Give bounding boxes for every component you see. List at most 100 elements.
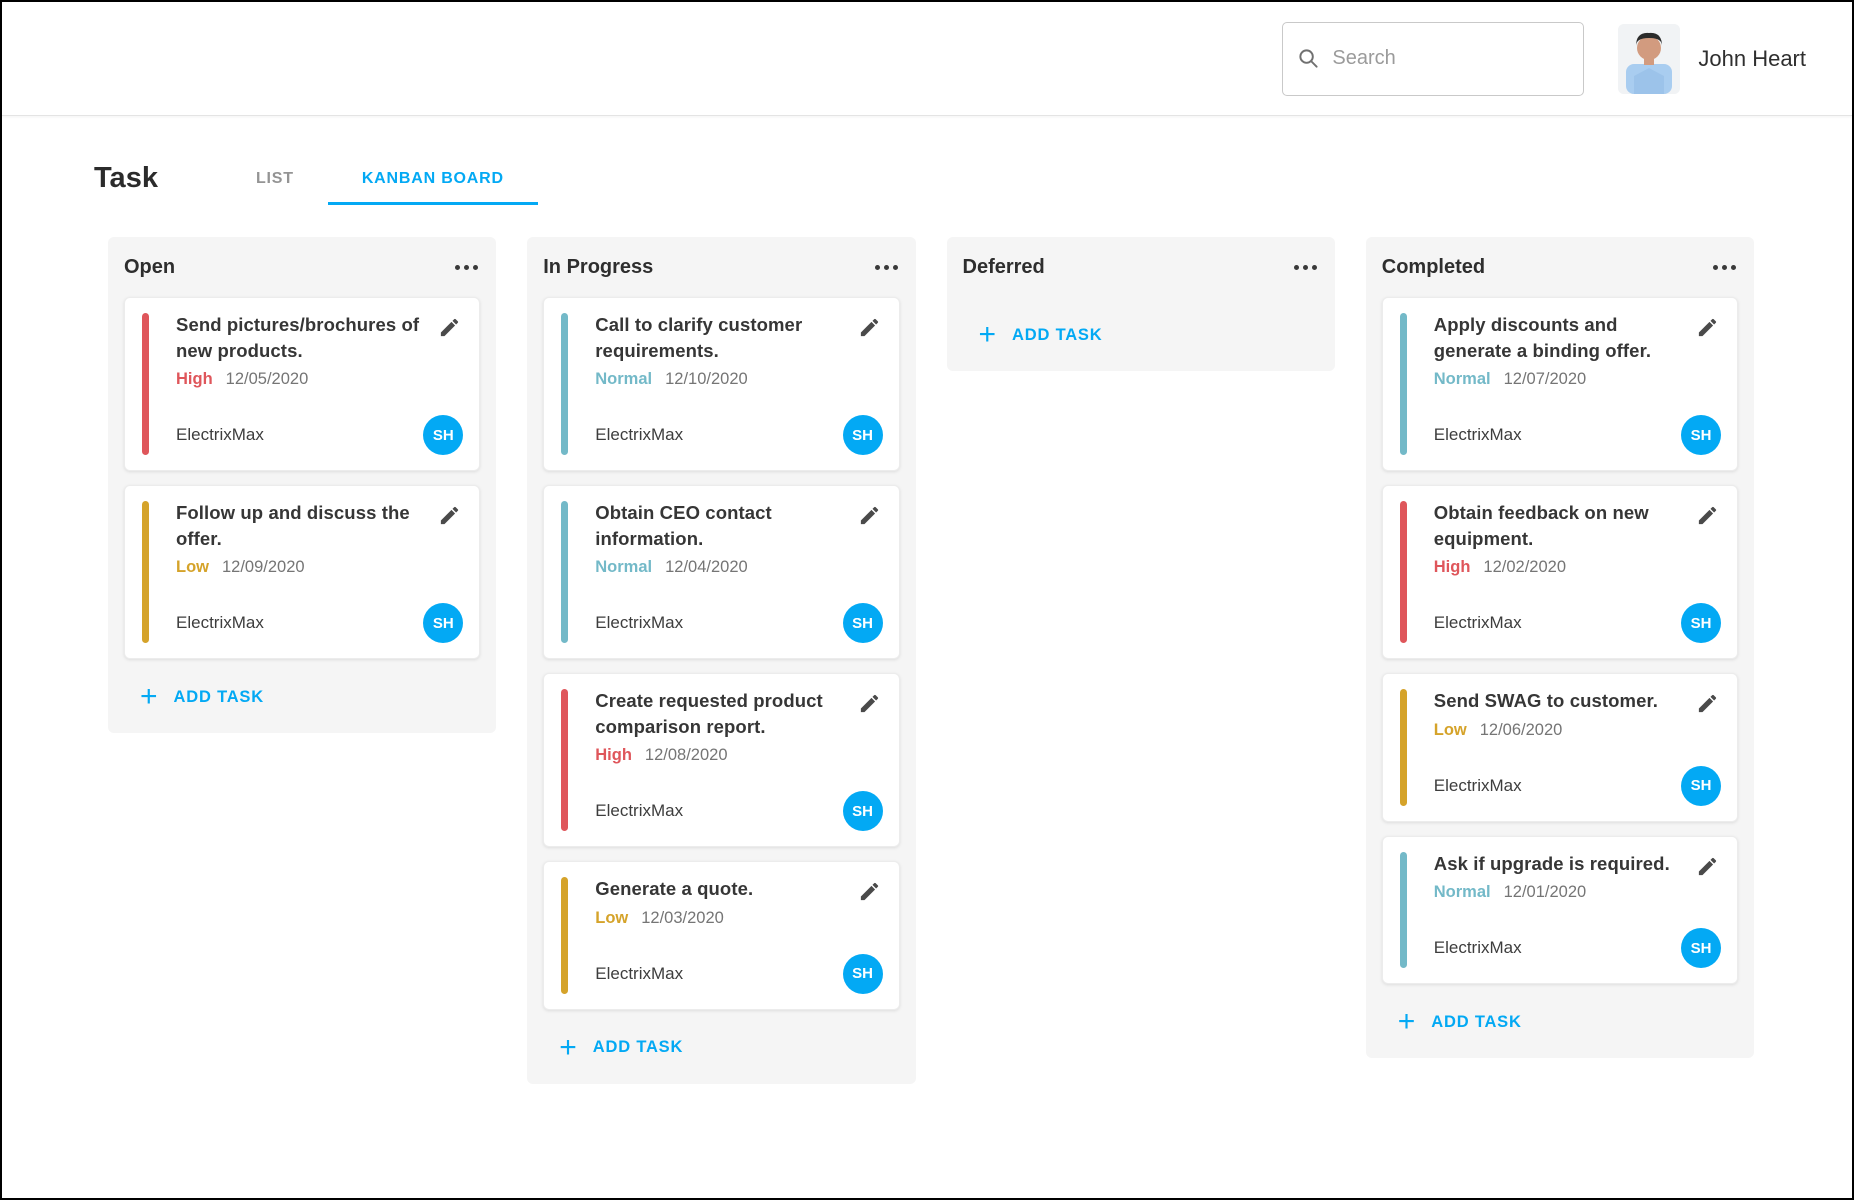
- priority-stripe: [142, 313, 149, 456]
- edit-icon[interactable]: [856, 878, 883, 905]
- add-task-label: ADD TASK: [1012, 325, 1103, 344]
- task-card[interactable]: Obtain feedback on new equipment. High 1…: [1381, 485, 1738, 660]
- edit-icon[interactable]: [1694, 314, 1721, 341]
- priority-stripe: [1399, 313, 1407, 456]
- tab-list[interactable]: LIST: [222, 170, 328, 205]
- column-menu-icon[interactable]: [873, 259, 900, 276]
- task-title: Send SWAG to customer.: [1433, 690, 1658, 712]
- assignee-avatar: SH: [842, 603, 883, 644]
- column-header: Open: [124, 237, 480, 297]
- task-card[interactable]: Send pictures/brochures of new products.…: [124, 297, 481, 472]
- column-title: Deferred: [962, 255, 1045, 278]
- task-meta: Normal 12/01/2020: [1434, 883, 1721, 902]
- column-menu-icon[interactable]: [1711, 259, 1738, 276]
- priority-stripe: [1399, 501, 1407, 644]
- task-priority: High: [176, 370, 213, 389]
- task-meta: Low 12/09/2020: [176, 558, 463, 577]
- title-row: Task LIST KANBAN BOARD: [94, 162, 1852, 206]
- task-footer: ElectrixMax SH: [1434, 765, 1721, 806]
- edit-icon[interactable]: [436, 314, 463, 341]
- task-card[interactable]: Create requested product comparison repo…: [543, 673, 900, 848]
- task-footer: ElectrixMax SH: [595, 953, 883, 994]
- priority-stripe: [561, 313, 569, 456]
- task-footer: ElectrixMax SH: [1433, 603, 1721, 644]
- column-menu-icon[interactable]: [453, 259, 480, 276]
- search-input[interactable]: [1330, 46, 1570, 71]
- task-subject: ElectrixMax: [595, 613, 684, 633]
- task-card[interactable]: Follow up and discuss the offer. Low 12/…: [124, 485, 481, 660]
- task-priority: Normal: [1433, 883, 1491, 902]
- plus-icon: +: [559, 1030, 577, 1064]
- task-card[interactable]: Call to clarify customer requirements. N…: [543, 297, 900, 472]
- add-task-button[interactable]: + ADD TASK: [553, 1032, 689, 1064]
- task-priority: Normal: [595, 370, 653, 389]
- task-card-body: Send pictures/brochures of new products.…: [149, 298, 479, 470]
- user-avatar[interactable]: [1618, 23, 1681, 94]
- task-title: Create requested product comparison repo…: [595, 690, 823, 737]
- task-meta: Normal 12/07/2020: [1434, 370, 1721, 389]
- plus-icon: +: [140, 680, 158, 714]
- add-task-label: ADD TASK: [173, 687, 264, 706]
- task-footer: ElectrixMax SH: [595, 415, 883, 456]
- task-card[interactable]: Apply discounts and generate a binding o…: [1381, 297, 1738, 472]
- task-priority: High: [595, 746, 632, 765]
- edit-icon[interactable]: [1694, 690, 1721, 717]
- column-title: In Progress: [543, 255, 654, 278]
- add-task-label: ADD TASK: [592, 1038, 684, 1057]
- task-card[interactable]: Send SWAG to customer. Low 12/06/2020 El…: [1381, 673, 1738, 822]
- add-task-button[interactable]: + ADD TASK: [973, 319, 1109, 351]
- task-subject: ElectrixMax: [176, 613, 264, 633]
- task-title: Follow up and discuss the offer.: [176, 502, 410, 549]
- edit-icon[interactable]: [436, 502, 463, 529]
- top-bar: John Heart: [2, 2, 1852, 116]
- task-title: Send pictures/brochures of new products.: [176, 314, 420, 361]
- task-subject: ElectrixMax: [1433, 613, 1522, 633]
- edit-icon[interactable]: [856, 502, 883, 529]
- task-card-body: Follow up and discuss the offer. Low 12/…: [149, 486, 479, 658]
- task-card-body: Ask if upgrade is required. Normal 12/01…: [1407, 837, 1737, 984]
- task-card[interactable]: Obtain CEO contact information. Normal 1…: [543, 485, 900, 660]
- plus-icon: +: [1397, 1005, 1416, 1039]
- task-subject: ElectrixMax: [595, 963, 684, 983]
- view-tabs: LIST KANBAN BOARD: [222, 170, 538, 206]
- task-priority: High: [1433, 558, 1471, 577]
- add-task-button[interactable]: + ADD TASK: [134, 681, 270, 713]
- task-card-body: Create requested product comparison repo…: [568, 674, 898, 846]
- edit-icon[interactable]: [856, 314, 883, 341]
- task-due-date: 12/03/2020: [641, 908, 724, 927]
- task-meta: Low 12/03/2020: [595, 909, 882, 928]
- add-task-label: ADD TASK: [1431, 1012, 1522, 1031]
- assignee-avatar: SH: [1681, 765, 1721, 806]
- column-header: Completed: [1382, 237, 1738, 297]
- task-due-date: 12/07/2020: [1503, 370, 1587, 389]
- tab-kanban-board[interactable]: KANBAN BOARD: [327, 170, 538, 206]
- task-footer: ElectrixMax SH: [176, 415, 464, 456]
- task-title: Ask if upgrade is required.: [1433, 852, 1670, 874]
- task-due-date: 12/08/2020: [644, 746, 728, 765]
- add-task-button[interactable]: + ADD TASK: [1392, 1006, 1528, 1038]
- task-card-body: Obtain feedback on new equipment. High 1…: [1407, 486, 1737, 658]
- column-menu-icon[interactable]: [1292, 259, 1319, 276]
- task-priority: Low: [1433, 720, 1467, 739]
- edit-icon[interactable]: [1694, 853, 1721, 880]
- task-due-date: 12/05/2020: [225, 370, 309, 389]
- column-header: Deferred: [963, 237, 1319, 297]
- user-name: John Heart: [1698, 45, 1806, 71]
- assignee-avatar: SH: [423, 415, 464, 456]
- task-card[interactable]: Ask if upgrade is required. Normal 12/01…: [1381, 835, 1738, 985]
- task-meta: Normal 12/04/2020: [595, 558, 882, 577]
- task-card-body: Obtain CEO contact information. Normal 1…: [568, 486, 898, 658]
- task-subject: ElectrixMax: [176, 425, 264, 445]
- task-subject: ElectrixMax: [1433, 425, 1522, 445]
- search-box[interactable]: [1282, 21, 1585, 96]
- edit-icon[interactable]: [1694, 502, 1721, 529]
- edit-icon[interactable]: [856, 690, 883, 717]
- column-card-list: Apply discounts and generate a binding o…: [1381, 297, 1738, 985]
- task-footer: ElectrixMax SH: [1433, 928, 1721, 969]
- task-meta: High 12/02/2020: [1434, 558, 1721, 577]
- task-card-body: Send SWAG to customer. Low 12/06/2020 El…: [1407, 674, 1737, 821]
- assignee-avatar: SH: [1681, 928, 1721, 969]
- task-priority: Normal: [595, 558, 653, 577]
- task-subject: ElectrixMax: [1433, 938, 1522, 958]
- task-card[interactable]: Generate a quote. Low 12/03/2020 Electri…: [543, 861, 900, 1010]
